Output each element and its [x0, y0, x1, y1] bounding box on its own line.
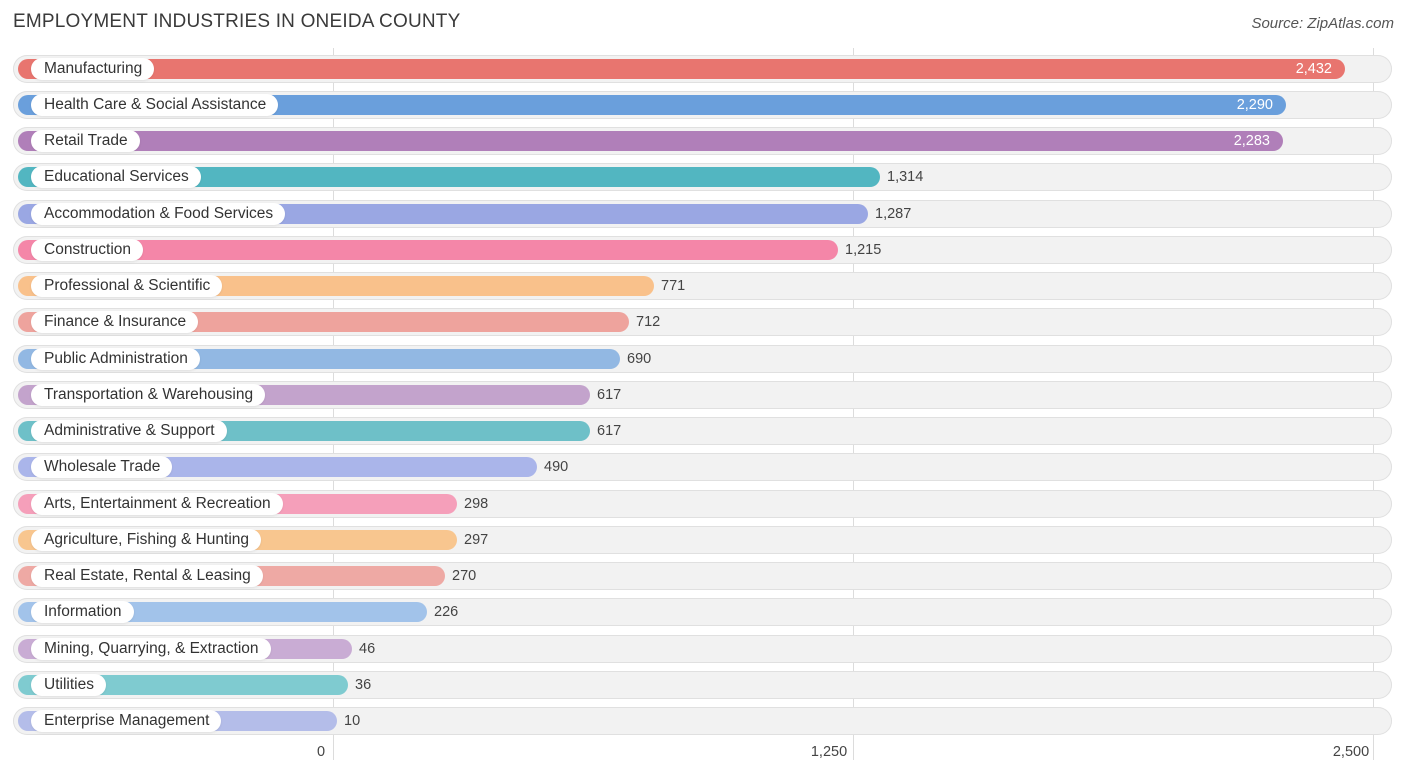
bar-category-label: Construction	[31, 239, 144, 261]
bar-category-label: Mining, Quarrying, & Extraction	[31, 638, 271, 660]
bar-value-label: 2,432	[1295, 61, 1332, 77]
x-axis-tick-label: 1,250	[810, 744, 848, 760]
bar-value-label: 690	[627, 351, 652, 367]
bar[interactable]	[18, 167, 880, 187]
bar-value-label: 297	[464, 532, 489, 548]
bar-category-label: Manufacturing	[31, 58, 155, 80]
bar-value-label: 2,283	[1233, 133, 1270, 149]
bar[interactable]	[18, 240, 838, 260]
bar-category-label: Utilities	[31, 674, 106, 696]
bar-value-label: 298	[464, 496, 489, 512]
bar-category-label: Accommodation & Food Services	[31, 203, 286, 225]
bar-category-label: Educational Services	[31, 166, 201, 188]
bar-category-label: Enterprise Management	[31, 710, 222, 732]
chart-source: Source: ZipAtlas.com	[1251, 15, 1394, 32]
bar-category-label: Arts, Entertainment & Recreation	[31, 493, 283, 515]
bar-value-label: 617	[597, 387, 622, 403]
bar-value-label: 270	[452, 568, 477, 584]
bar-value-label: 490	[544, 459, 569, 475]
chart-title: EMPLOYMENT INDUSTRIES IN ONEIDA COUNTY	[13, 11, 461, 32]
bar-value-label: 712	[636, 314, 661, 330]
bar-value-label: 36	[355, 677, 372, 693]
bar-category-label: Information	[31, 601, 134, 623]
bar-category-label: Real Estate, Rental & Leasing	[31, 565, 263, 587]
bar-category-label: Transportation & Warehousing	[31, 384, 266, 406]
bar-value-label: 617	[597, 423, 622, 439]
bar-category-label: Professional & Scientific	[31, 275, 223, 297]
bar[interactable]	[18, 95, 1286, 115]
bar-value-label: 2,290	[1236, 97, 1273, 113]
bar-category-label: Agriculture, Fishing & Hunting	[31, 529, 262, 551]
bar[interactable]	[18, 131, 1283, 151]
bar-value-label: 771	[661, 278, 686, 294]
bar-category-label: Finance & Insurance	[31, 311, 199, 333]
bar-value-label: 46	[359, 641, 376, 657]
bar-value-label: 1,314	[887, 169, 924, 185]
bar-value-label: 1,215	[845, 242, 882, 258]
bar[interactable]	[18, 59, 1345, 79]
x-axis-tick-label: 2,500	[1332, 744, 1370, 760]
x-axis-tick-label: 0	[316, 744, 326, 760]
bar-value-label: 10	[344, 713, 361, 729]
bar-value-label: 1,287	[875, 206, 912, 222]
bar-category-label: Public Administration	[31, 348, 200, 370]
bar-category-label: Retail Trade	[31, 130, 140, 152]
bar-category-label: Health Care & Social Assistance	[31, 94, 279, 116]
bar-category-label: Wholesale Trade	[31, 456, 173, 478]
bar-value-label: 226	[434, 604, 459, 620]
bar-category-label: Administrative & Support	[31, 420, 227, 442]
